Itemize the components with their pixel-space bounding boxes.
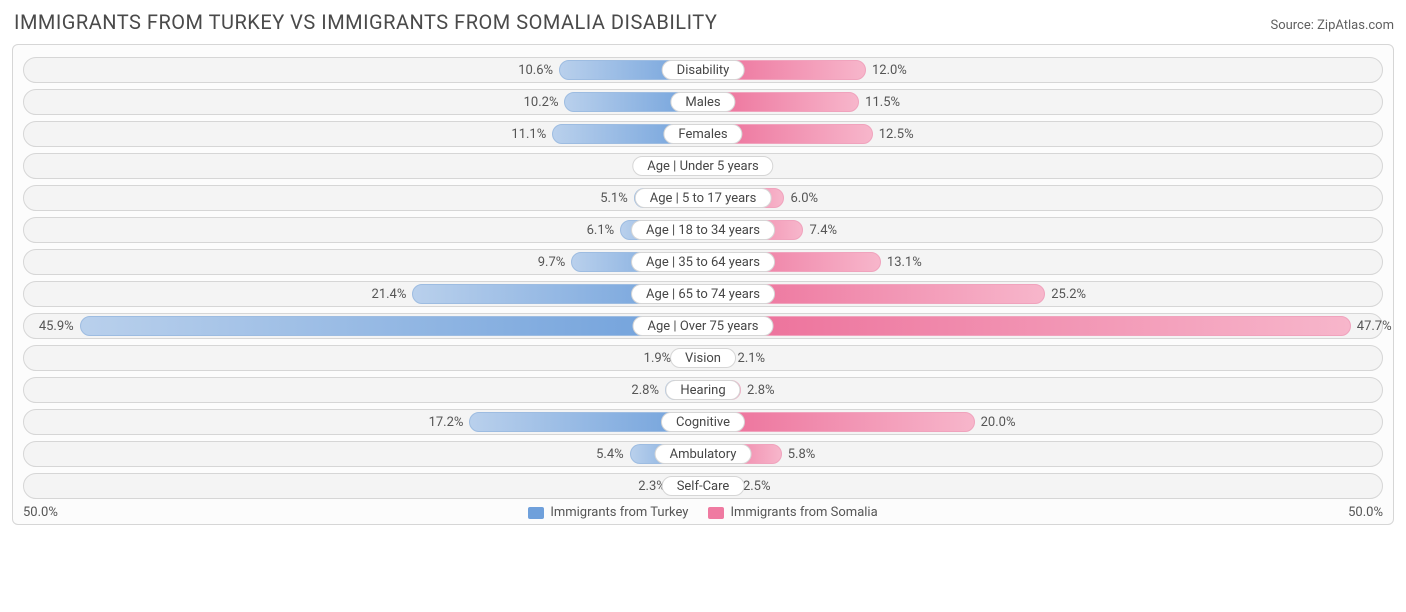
legend: Immigrants from Turkey Immigrants from S… <box>528 505 877 520</box>
chart-row: 10.2% 11.5% Males <box>23 89 1383 115</box>
value-label-somalia: 25.2% <box>1045 282 1086 306</box>
value-label-turkey: 6.1% <box>587 218 621 242</box>
chart-row: 5.1% 6.0% Age | 5 to 17 years <box>23 185 1383 211</box>
chart-row: 1.1%1.3%Age | Under 5 years <box>23 153 1383 179</box>
category-label: Males <box>670 92 735 112</box>
value-label-somalia: 6.0% <box>784 186 818 210</box>
value-label-somalia: 12.5% <box>873 122 914 146</box>
value-label-somalia: 11.5% <box>859 90 900 114</box>
chart-title: IMMIGRANTS FROM TURKEY VS IMMIGRANTS FRO… <box>14 10 717 34</box>
chart-row: 11.1% 12.5% Females <box>23 121 1383 147</box>
category-label: Ambulatory <box>655 444 752 464</box>
value-label-turkey: 17.2% <box>429 410 470 434</box>
value-label-somalia: 47.7% <box>1351 314 1392 338</box>
bar-somalia <box>703 316 1351 336</box>
legend-label-somalia: Immigrants from Somalia <box>730 505 877 520</box>
source-label: Source: ZipAtlas.com <box>1270 18 1394 33</box>
axis-right-max: 50.0% <box>1348 505 1383 520</box>
chart-row: 10.6% 12.0% Disability <box>23 57 1383 83</box>
category-label: Age | Over 75 years <box>633 316 774 336</box>
category-label: Cognitive <box>661 412 745 432</box>
category-label: Self-Care <box>662 476 745 496</box>
value-label-somalia: 20.0% <box>975 410 1016 434</box>
value-label-somalia: 2.1% <box>732 346 766 370</box>
value-label-turkey: 2.8% <box>631 378 665 402</box>
legend-item-turkey: Immigrants from Turkey <box>528 505 688 520</box>
chart-row: 17.2% 20.0% Cognitive <box>23 409 1383 435</box>
value-label-turkey: 21.4% <box>372 282 413 306</box>
chart-row: 2.3%2.5%Self-Care <box>23 473 1383 499</box>
value-label-turkey: 5.1% <box>600 186 634 210</box>
value-label-somalia: 2.8% <box>741 378 775 402</box>
category-label: Age | 65 to 74 years <box>631 284 775 304</box>
chart-row: 9.7% 13.1% Age | 35 to 64 years <box>23 249 1383 275</box>
chart-row: 6.1% 7.4% Age | 18 to 34 years <box>23 217 1383 243</box>
category-label: Disability <box>662 60 745 80</box>
bar-turkey <box>80 316 703 336</box>
value-label-somalia: 12.0% <box>866 58 907 82</box>
category-label: Age | Under 5 years <box>632 156 773 176</box>
value-label-somalia: 7.4% <box>803 218 837 242</box>
legend-swatch-somalia <box>708 507 724 519</box>
chart-row: 45.9%47.7%Age | Over 75 years <box>23 313 1383 339</box>
category-label: Age | 18 to 34 years <box>631 220 775 240</box>
value-label-turkey: 11.1% <box>511 122 552 146</box>
legend-label-turkey: Immigrants from Turkey <box>550 505 688 520</box>
category-label: Age | 35 to 64 years <box>631 252 775 272</box>
category-label: Females <box>663 124 742 144</box>
value-label-somalia: 13.1% <box>881 250 922 274</box>
butterfly-chart: 10.6% 12.0% Disability 10.2% 11.5% Males 11.1%… <box>12 44 1394 525</box>
category-label: Hearing <box>665 380 740 400</box>
category-label: Vision <box>670 348 736 368</box>
value-label-turkey: 10.6% <box>518 58 559 82</box>
value-label-turkey: 45.9% <box>39 314 80 338</box>
value-label-somalia: 5.8% <box>782 442 816 466</box>
axis-left-max: 50.0% <box>23 505 58 520</box>
category-label: Age | 5 to 17 years <box>635 188 772 208</box>
value-label-turkey: 5.4% <box>596 442 630 466</box>
legend-item-somalia: Immigrants from Somalia <box>708 505 877 520</box>
legend-swatch-turkey <box>528 507 544 519</box>
value-label-turkey: 10.2% <box>524 90 565 114</box>
chart-row: 21.4% 25.2% Age | 65 to 74 years <box>23 281 1383 307</box>
chart-row: 2.8% 2.8%Hearing <box>23 377 1383 403</box>
chart-row: 5.4% 5.8% Ambulatory <box>23 441 1383 467</box>
chart-row: 1.9%2.1%Vision <box>23 345 1383 371</box>
value-label-turkey: 9.7% <box>538 250 572 274</box>
